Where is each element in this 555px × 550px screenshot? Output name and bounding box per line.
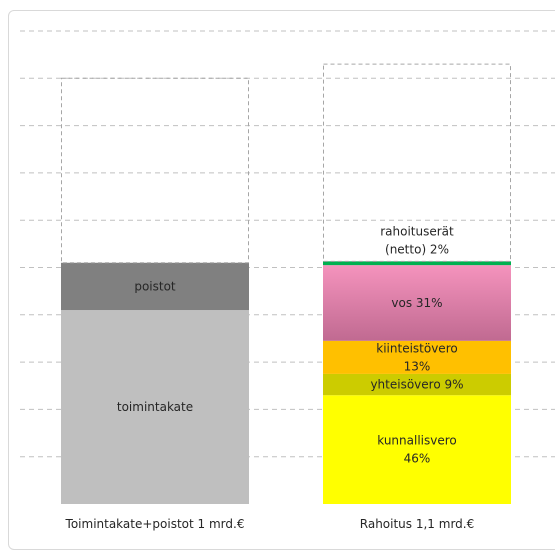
bar-segment-poistot (61, 262, 249, 311)
segment-label-kunnallisvero: kunnallisvero 46% (377, 434, 457, 466)
bar-segment-rahoituserät (323, 261, 511, 266)
segment-label-kiinteistövero: kiinteistövero 13% (376, 341, 457, 373)
segment-label-toimintakate: toimintakate (117, 400, 193, 414)
segment-label-vos: vos 31% (391, 296, 442, 310)
segment-label-poistot: poistot (134, 279, 176, 293)
bar-segment-kiinteistövero (323, 340, 511, 374)
category-labels: Toimintakate+poistot 1 mrd.€ Rahoitus 1,1… (65, 517, 475, 531)
bar-segment-empty (323, 63, 511, 262)
bar-segment-toimintakate (61, 310, 249, 504)
bar-segment-kunnallisvero (323, 395, 511, 504)
category-label: Rahoitus 1,1 mrd.€ (360, 517, 474, 531)
category-label: Toimintakate+poistot 1 mrd.€ (65, 517, 245, 531)
bars (61, 63, 511, 504)
segment-label-rahoituserät: rahoituserät (netto) 2% (380, 224, 454, 256)
bar-segment-vos (323, 265, 511, 341)
segment-label-yhteisövero: yhteisövero 9% (370, 378, 463, 392)
bar-segment-yhteisövero (323, 373, 511, 396)
bar-segment-empty (61, 77, 249, 264)
segment-labels: toimintakate poistot kunnallisvero 46% yhtei… (117, 224, 464, 465)
